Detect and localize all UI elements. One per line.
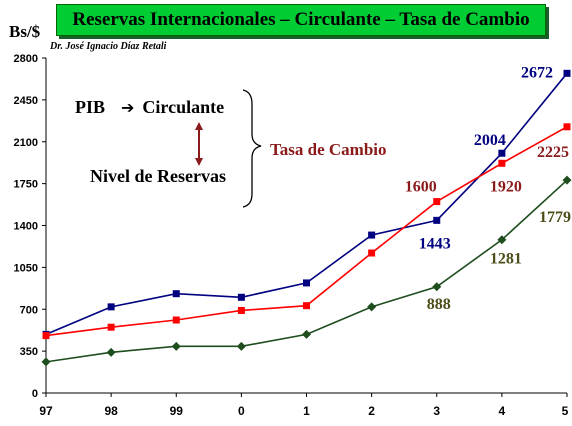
x-tick-label: 2 bbox=[368, 404, 375, 418]
value-label-green: 888 bbox=[427, 296, 451, 313]
data-point-red bbox=[563, 123, 571, 131]
data-point-navy bbox=[498, 149, 506, 157]
x-tick-label: 4 bbox=[499, 404, 506, 418]
y-tick-label: 1050 bbox=[14, 262, 38, 274]
author-credit: Dr. José Ignacio Díaz Retali bbox=[50, 41, 167, 52]
chart-title: Reservas Internacionales – Circulante – … bbox=[56, 4, 546, 36]
x-tick-label: 97 bbox=[39, 404, 53, 418]
data-point-green bbox=[41, 357, 51, 367]
data-point-red bbox=[303, 302, 310, 310]
x-tick-label: 3 bbox=[433, 404, 440, 418]
y-tick-label: 0 bbox=[32, 388, 38, 400]
data-point-red bbox=[42, 332, 50, 340]
chart-series-layer bbox=[41, 69, 572, 367]
y-unit-label: Bs/$ bbox=[9, 22, 41, 41]
value-label-red: 1600 bbox=[405, 179, 437, 196]
data-point-red bbox=[237, 306, 245, 314]
pib-label: PIB bbox=[75, 97, 106, 117]
data-point-green bbox=[236, 341, 246, 351]
data-point-red bbox=[498, 159, 506, 167]
right-arrow-icon: ➔ bbox=[121, 98, 135, 117]
data-point-navy bbox=[172, 290, 180, 298]
circulante-label: Circulante bbox=[142, 97, 225, 117]
data-point-navy bbox=[107, 303, 115, 311]
value-label-green: 1779 bbox=[539, 209, 571, 226]
value-label-navy: 1443 bbox=[419, 235, 451, 252]
data-point-red bbox=[172, 316, 180, 324]
y-tick-label: 2100 bbox=[14, 137, 38, 149]
x-tick-label: 5 bbox=[562, 404, 569, 418]
data-point-green bbox=[367, 302, 377, 312]
nivel-reservas-annotation: Nivel de Reservas bbox=[90, 166, 226, 186]
data-point-red bbox=[107, 323, 115, 331]
value-label-red: 1920 bbox=[490, 178, 522, 195]
double-arrow-icon bbox=[195, 122, 203, 166]
data-point-green bbox=[171, 341, 181, 351]
y-tick-label: 1750 bbox=[14, 179, 38, 191]
value-label-navy: 2004 bbox=[474, 132, 506, 149]
y-tick-label: 2450 bbox=[14, 95, 38, 107]
tasa-cambio-annotation: Tasa de Cambio bbox=[270, 140, 387, 159]
data-point-green bbox=[497, 235, 507, 245]
x-tick-label: 1 bbox=[303, 404, 310, 418]
data-point-green bbox=[106, 347, 116, 357]
pib-annotation: PIB ➔ Circulante bbox=[75, 97, 224, 118]
y-tick-label: 1400 bbox=[14, 221, 38, 233]
data-point-navy bbox=[303, 279, 310, 287]
curly-brace-icon bbox=[242, 89, 262, 208]
data-point-green bbox=[432, 282, 442, 292]
data-point-green bbox=[562, 175, 572, 185]
data-point-navy bbox=[563, 69, 571, 77]
value-label-red: 2225 bbox=[537, 144, 569, 161]
x-tick-label: 98 bbox=[104, 404, 118, 418]
y-tick-label: 2800 bbox=[14, 53, 38, 65]
data-point-green bbox=[302, 329, 311, 339]
data-point-red bbox=[368, 249, 376, 257]
chart-value-labels: 1443 2004 2672 1600 1920 2225 888 1281 1779 bbox=[405, 64, 571, 312]
value-label-green: 1281 bbox=[490, 251, 522, 268]
y-tick-label: 350 bbox=[20, 346, 38, 358]
data-point-navy bbox=[237, 293, 245, 301]
data-point-navy bbox=[368, 231, 376, 239]
data-point-red bbox=[433, 198, 441, 206]
y-tick-label: 700 bbox=[20, 304, 38, 316]
x-tick-label: 0 bbox=[238, 404, 245, 418]
data-point-navy bbox=[433, 216, 441, 224]
value-label-navy: 2672 bbox=[521, 64, 553, 81]
x-tick-label: 99 bbox=[170, 404, 184, 418]
